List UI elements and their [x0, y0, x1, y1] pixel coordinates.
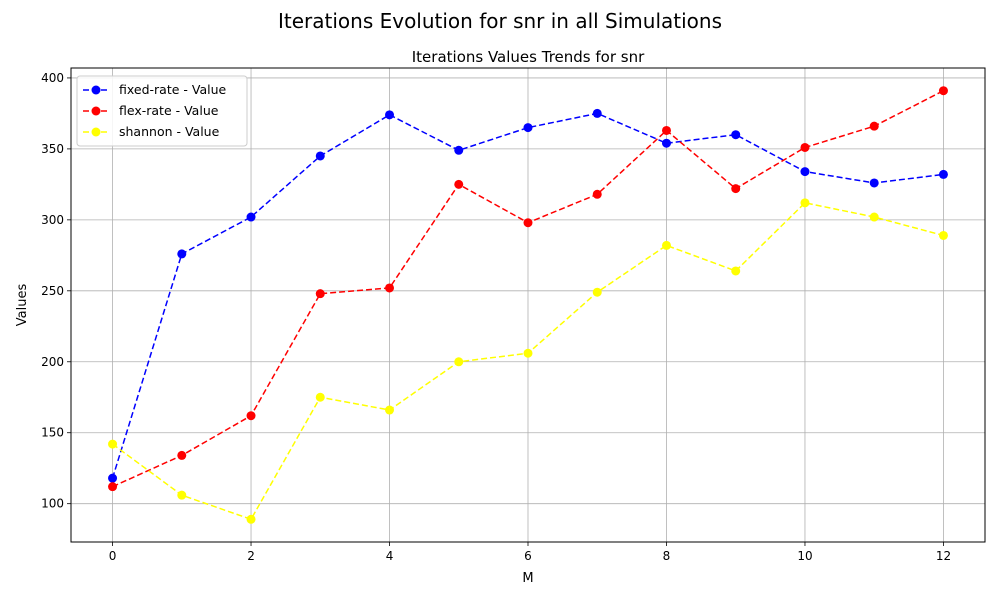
y-tick-label: 400 — [41, 71, 64, 85]
legend-swatch-marker — [91, 106, 101, 116]
data-point — [177, 450, 187, 460]
data-point — [246, 411, 256, 421]
data-point — [385, 283, 395, 293]
data-point — [731, 266, 741, 276]
data-point — [177, 490, 187, 500]
data-point — [938, 169, 948, 179]
grid-lines — [71, 68, 985, 542]
legend: fixed-rate - Value flex-rate - Value shann… — [76, 75, 248, 147]
y-tick-label: 350 — [41, 142, 64, 156]
x-tick-label: 12 — [936, 549, 951, 563]
data-point — [454, 145, 464, 155]
data-point — [869, 212, 879, 222]
data-point — [800, 198, 810, 208]
data-point — [315, 392, 325, 402]
data-point — [592, 189, 602, 199]
y-tick-label: 300 — [41, 213, 64, 227]
chart-title: Iterations Values Trends for snr — [412, 48, 645, 66]
figure-suptitle: Iterations Evolution for snr in all Simu… — [278, 9, 722, 33]
series-2 — [108, 86, 948, 492]
x-tick-label: 10 — [797, 549, 812, 563]
data-point — [177, 249, 187, 259]
data-point — [523, 218, 533, 228]
data-point — [523, 348, 533, 358]
data-point — [108, 473, 118, 483]
y-tick-label: 100 — [41, 497, 64, 511]
series-3 — [108, 198, 948, 524]
data-point — [731, 130, 741, 140]
data-point — [246, 514, 256, 524]
data-point — [246, 212, 256, 222]
data-point — [661, 240, 671, 250]
y-tick-label: 150 — [41, 426, 64, 440]
series-1 — [108, 108, 948, 483]
data-point — [454, 179, 464, 189]
data-point — [938, 86, 948, 96]
data-point — [523, 123, 533, 133]
legend-box — [76, 75, 248, 147]
x-tick-label: 8 — [663, 549, 671, 563]
data-point — [731, 184, 741, 194]
x-tick-label: 2 — [247, 549, 255, 563]
data-point — [800, 167, 810, 177]
y-tick-label: 200 — [41, 355, 64, 369]
data-point — [592, 108, 602, 118]
y-axis-label: Values — [15, 284, 30, 327]
x-axis-label: M — [522, 571, 533, 586]
data-point — [454, 357, 464, 367]
data-point — [385, 405, 395, 415]
legend-swatch-marker — [91, 127, 101, 137]
data-point — [108, 439, 118, 449]
x-tick-label: 6 — [524, 549, 532, 563]
data-point — [661, 125, 671, 135]
x-axis-ticks: 0 2 4 6 8 10 12 — [109, 542, 951, 563]
series-layer — [108, 86, 948, 524]
data-point — [869, 121, 879, 131]
y-tick-label: 250 — [41, 284, 64, 298]
legend-label: shannon - Value — [119, 124, 220, 139]
data-point — [661, 138, 671, 148]
y-axis-ticks: 100 150 200 250 300 350 400 — [41, 71, 71, 511]
data-point — [869, 178, 879, 188]
legend-swatch-marker — [91, 85, 101, 95]
data-point — [315, 289, 325, 299]
legend-label: flex-rate - Value — [119, 103, 219, 118]
data-point — [592, 287, 602, 297]
x-tick-label: 4 — [386, 549, 394, 563]
data-point — [800, 142, 810, 152]
data-point — [938, 230, 948, 240]
legend-label: fixed-rate - Value — [119, 82, 227, 97]
data-point — [108, 482, 118, 492]
data-point — [385, 110, 395, 120]
data-point — [315, 151, 325, 161]
x-tick-label: 0 — [109, 549, 117, 563]
